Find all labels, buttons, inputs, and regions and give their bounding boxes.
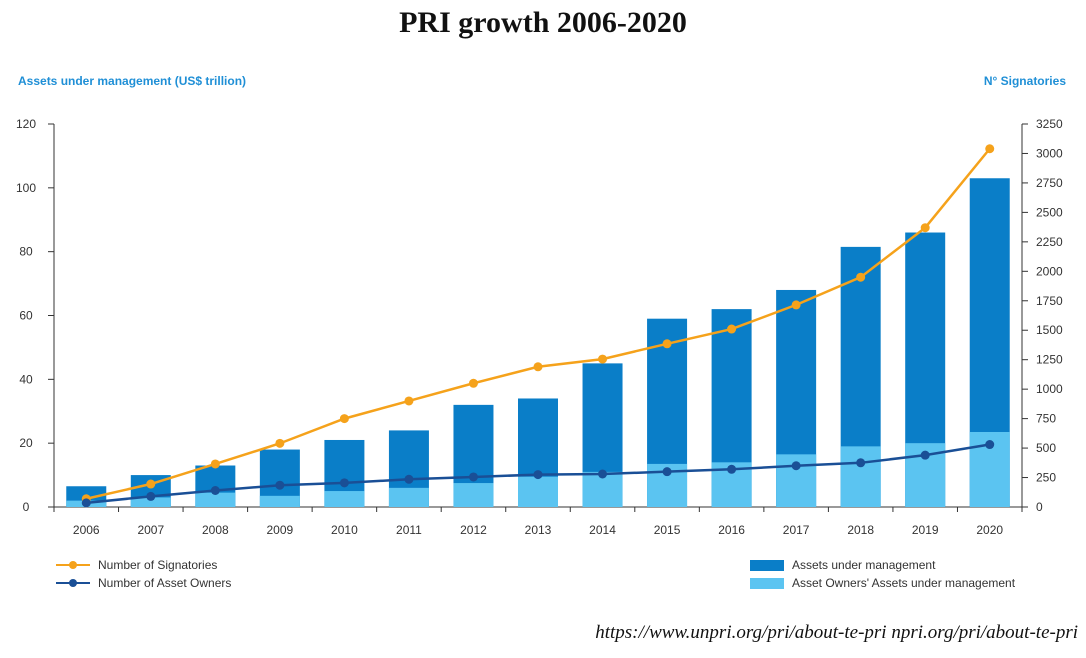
signatories-point <box>985 144 995 154</box>
signatories-point <box>920 223 930 233</box>
asset-owners-point <box>339 478 349 488</box>
x-tick-label: 2009 <box>267 523 294 537</box>
x-tick-label: 2016 <box>718 523 745 537</box>
right-tick-label: 2500 <box>1036 205 1063 219</box>
right-tick-label: 2250 <box>1036 235 1063 249</box>
signatories-point <box>210 459 220 469</box>
right-tick-label: 250 <box>1036 471 1056 485</box>
legend-item-aum: Assets under management <box>750 556 1015 574</box>
x-tick-label: 2020 <box>976 523 1003 537</box>
asset-owners-point <box>275 480 285 490</box>
right-tick-label: 2000 <box>1036 264 1063 278</box>
left-axis-title: Assets under management (US$ trillion) <box>18 74 247 88</box>
asset-owners-point <box>791 461 801 471</box>
right-tick-label: 2750 <box>1036 176 1063 190</box>
signatories-line-swatch <box>56 559 90 571</box>
owners-aum-swatch <box>750 577 784 589</box>
legend-label-asset-owners: Number of Asset Owners <box>98 576 232 590</box>
asset-owners-point <box>985 440 995 450</box>
owners-aum-bar <box>388 487 429 507</box>
left-tick-label: 120 <box>16 117 36 131</box>
x-tick-label: 2017 <box>783 523 810 537</box>
right-axis-title: N° Signatories <box>983 74 1066 88</box>
asset-owners-point <box>598 469 608 479</box>
signatories-point <box>856 272 866 282</box>
left-tick-label: 60 <box>19 309 33 323</box>
right-tick-label: 1000 <box>1036 382 1063 396</box>
x-tick-label: 2010 <box>331 523 358 537</box>
signatories-point <box>404 396 414 406</box>
signatories-point <box>339 414 349 424</box>
left-tick-label: 0 <box>23 500 30 514</box>
signatories-point <box>598 354 608 364</box>
right-tick-label: 3000 <box>1036 146 1063 160</box>
x-tick-label: 2019 <box>912 523 939 537</box>
right-tick-label: 3250 <box>1036 117 1063 131</box>
signatories-point <box>468 378 478 388</box>
chart-title: PRI growth 2006-2020 <box>399 6 687 39</box>
asset-owners-point <box>81 498 91 508</box>
x-tick-label: 2012 <box>460 523 487 537</box>
x-tick-label: 2007 <box>137 523 164 537</box>
right-tick-label: 1500 <box>1036 323 1063 337</box>
asset-owners-point <box>210 486 220 496</box>
right-tick-label: 500 <box>1036 441 1056 455</box>
owners-aum-bar <box>518 476 558 507</box>
owners-aum-bar <box>195 492 236 507</box>
source-url: https://www.unpri.org/pri/about-te-pri n… <box>595 622 1078 643</box>
signatories-point <box>662 339 672 349</box>
legend-label-owners-aum: Asset Owners' Assets under management <box>792 576 1016 590</box>
x-tick-label: 2015 <box>654 523 681 537</box>
asset-owners-point <box>662 467 672 477</box>
left-tick-label: 100 <box>16 181 36 195</box>
x-tick-label: 2006 <box>73 523 100 537</box>
asset-owners-line-swatch <box>56 577 90 589</box>
signatories-point <box>146 479 156 489</box>
legend-item-owners-aum: Asset Owners' Assets under management <box>750 574 1015 592</box>
left-tick-label: 20 <box>19 436 33 450</box>
owners-aum-bar <box>453 483 494 507</box>
signatories-point <box>727 324 737 334</box>
x-tick-label: 2018 <box>847 523 874 537</box>
legend-right: Assets under management Asset Owners' As… <box>750 556 1015 592</box>
owners-aum-bar <box>840 446 881 507</box>
right-tick-label: 1250 <box>1036 353 1063 367</box>
x-tick-label: 2008 <box>202 523 229 537</box>
right-tick-label: 750 <box>1036 412 1056 426</box>
right-tick-label: 1750 <box>1036 294 1063 308</box>
left-tick-label: 40 <box>19 372 33 386</box>
asset-owners-point <box>920 450 930 460</box>
signatories-point <box>533 362 543 372</box>
owners-aum-bar <box>324 491 365 507</box>
asset-owners-point <box>404 474 414 484</box>
asset-owners-point <box>856 458 866 468</box>
left-tick-label: 80 <box>19 245 33 259</box>
legend-left: Number of Signatories Number of Asset Ow… <box>56 556 231 592</box>
x-tick-label: 2011 <box>396 523 422 537</box>
x-tick-label: 2014 <box>589 523 616 537</box>
aum-swatch <box>750 559 784 571</box>
legend-item-signatories: Number of Signatories <box>56 556 231 574</box>
legend-label-signatories: Number of Signatories <box>98 558 218 572</box>
asset-owners-point <box>146 491 156 501</box>
owners-aum-bar <box>259 495 300 507</box>
legend-label-aum: Assets under management <box>792 558 936 572</box>
asset-owners-point <box>533 470 543 480</box>
x-tick-label: 2013 <box>525 523 552 537</box>
asset-owners-point <box>468 472 478 482</box>
legend-item-asset-owners: Number of Asset Owners <box>56 574 231 592</box>
signatories-point <box>791 300 801 310</box>
right-tick-label: 0 <box>1036 500 1043 514</box>
asset-owners-point <box>727 464 737 474</box>
owners-aum-bar <box>130 497 171 507</box>
signatories-point <box>275 438 285 448</box>
